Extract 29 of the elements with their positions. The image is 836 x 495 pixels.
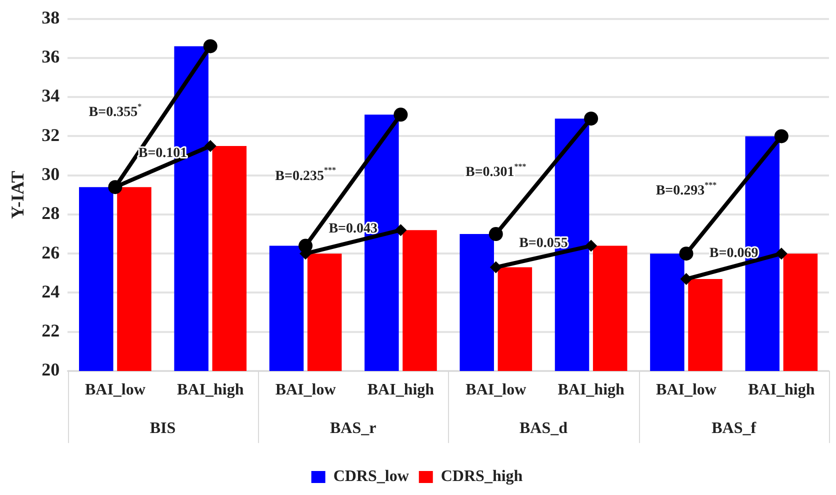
y-tick-label: 24 — [42, 281, 60, 302]
text: BIS — [150, 420, 176, 438]
annotation: B=0.355* — [88, 102, 142, 120]
x-tick-label: BAI_high — [367, 382, 434, 399]
x-tick-label: BAI_low — [656, 382, 717, 399]
y-tick-label: 36 — [42, 46, 60, 67]
annotation: B=0.293*** — [656, 180, 717, 199]
x-tick-label: BAI_high — [558, 382, 625, 399]
x-tick-label: BAI_low — [466, 382, 527, 399]
y-tick-label: 38 — [42, 7, 60, 28]
x-tick-label: BAI_low — [275, 382, 336, 399]
x-tick-label: BAI_low — [84, 382, 146, 399]
y-tick-label: 28 — [42, 203, 60, 224]
y-tick-label: 22 — [42, 320, 60, 341]
y-axis-title: Y-IAT — [7, 170, 28, 219]
x-tick-label: BAI_high — [177, 382, 244, 399]
y-tick-label: 32 — [42, 124, 60, 145]
y-tick-label: 26 — [42, 242, 60, 262]
y-tick-label: 20 — [42, 360, 60, 380]
legend-label: CDRS_low — [333, 468, 410, 486]
text: BAS_f — [712, 420, 757, 438]
y-tick-label: 34 — [42, 86, 60, 106]
y-tick-label: 30 — [42, 164, 60, 184]
annotation: B=0.301*** — [465, 162, 526, 180]
text: BAS_d — [519, 420, 568, 438]
legend-label: CDRS_high — [440, 468, 523, 486]
annotation: B=0.235*** — [275, 166, 336, 184]
text: BAS_r — [330, 420, 376, 438]
x-tick-label: BAI_high — [748, 382, 815, 399]
